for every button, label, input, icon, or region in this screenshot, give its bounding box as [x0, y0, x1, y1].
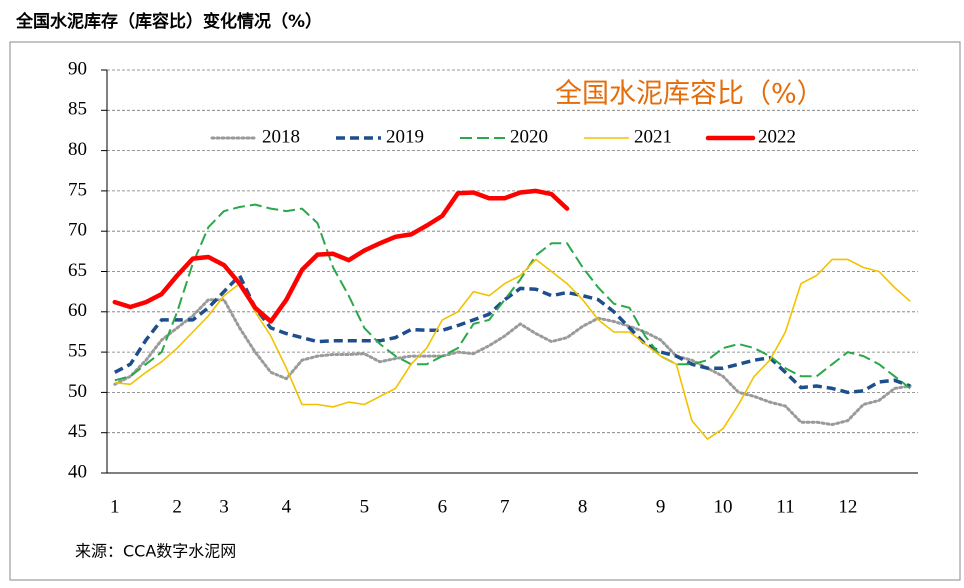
source: 来源：CCA数字水泥网 [75, 542, 236, 561]
series-line [112, 188, 570, 324]
x-tick-label: 6 [438, 496, 448, 517]
x-tick-label: 3 [219, 496, 229, 517]
y-tick-label: 60 [68, 300, 87, 321]
y-tick-label: 40 [68, 461, 87, 482]
x-tick-label: 8 [578, 496, 588, 517]
x-tick-label: 1 [110, 496, 120, 517]
y-tick-label: 65 [68, 260, 87, 281]
legend-label: 2021 [634, 126, 672, 147]
y-tick-label: 50 [68, 381, 87, 402]
legend-label: 2018 [262, 126, 300, 147]
y-tick-label: 70 [68, 220, 87, 241]
x-tick-label: 11 [776, 496, 794, 517]
y-tick-label: 45 [68, 421, 87, 442]
y-tick-label: 85 [68, 99, 87, 120]
frame [9, 41, 961, 581]
x-tick-label: 5 [360, 496, 370, 517]
x-tick-label: 12 [838, 496, 857, 517]
x-tick-label: 10 [714, 496, 733, 517]
series-line [114, 203, 911, 390]
page-title: 全国水泥库存（库容比）变化情况（%） [15, 11, 322, 32]
annotation: 全国水泥库容比（%） [555, 79, 824, 110]
x-tick-label: 9 [656, 496, 666, 517]
y-tick-label: 80 [68, 139, 87, 160]
legend-label: 2022 [758, 126, 796, 147]
x-tick-label: 4 [282, 496, 292, 517]
legend-label: 2019 [386, 126, 424, 147]
legend-label: 2020 [510, 126, 548, 147]
y-tick-label: 90 [68, 58, 87, 79]
x-tick-label: 7 [500, 496, 510, 517]
x-tick-label: 2 [172, 496, 182, 517]
y-tick-label: 55 [68, 340, 87, 361]
series-line [113, 273, 911, 395]
series-line [113, 298, 912, 427]
y-tick-label: 75 [68, 179, 87, 200]
